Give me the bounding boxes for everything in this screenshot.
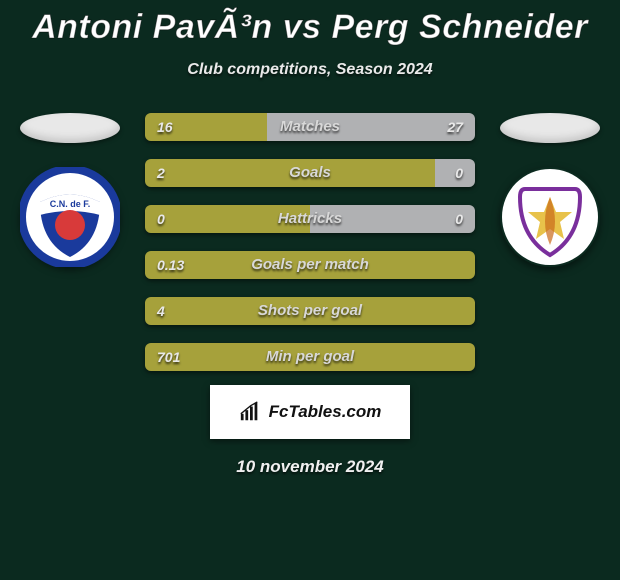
crest-right-svg bbox=[500, 167, 600, 267]
right-player-column bbox=[490, 113, 610, 267]
left-club-crest: C.N. de F. bbox=[20, 167, 120, 267]
stat-row: Goals per match0.13 bbox=[145, 251, 475, 279]
stat-row-right-segment bbox=[435, 159, 475, 187]
stat-row-left-segment bbox=[145, 297, 475, 325]
page-title: Antoni PavÃ³n vs Perg Schneider bbox=[0, 8, 620, 47]
stat-row-left-segment bbox=[145, 205, 310, 233]
stat-row-left-segment bbox=[145, 113, 267, 141]
stat-row-left-segment bbox=[145, 343, 475, 371]
content-area: C.N. de F. Matches1627 Goals20 Hattricks00… bbox=[0, 113, 620, 371]
stat-rows: Matches1627 Goals20 Hattricks00 Goals per m… bbox=[130, 113, 490, 371]
stat-row: Min per goal701 bbox=[145, 343, 475, 371]
right-flag-oval bbox=[500, 113, 600, 143]
page-subtitle: Club competitions, Season 2024 bbox=[0, 61, 620, 79]
stat-row-left-segment bbox=[145, 251, 475, 279]
stat-row: Hattricks00 bbox=[145, 205, 475, 233]
right-club-crest bbox=[500, 167, 600, 267]
left-flag-oval bbox=[20, 113, 120, 143]
stat-row-left-segment bbox=[145, 159, 435, 187]
badge-text: FcTables.com bbox=[269, 402, 382, 422]
stat-row: Matches1627 bbox=[145, 113, 475, 141]
svg-text:C.N. de F.: C.N. de F. bbox=[50, 199, 91, 209]
stats-card: Antoni PavÃ³n vs Perg Schneider Club com… bbox=[0, 0, 620, 580]
left-player-column: C.N. de F. bbox=[10, 113, 130, 267]
crest-left-svg: C.N. de F. bbox=[20, 167, 120, 267]
source-badge: FcTables.com bbox=[210, 385, 410, 439]
stat-row-right-segment bbox=[267, 113, 475, 141]
chart-icon bbox=[239, 401, 261, 423]
stat-row-right-segment bbox=[310, 205, 475, 233]
date-text: 10 november 2024 bbox=[0, 457, 620, 477]
stat-row: Shots per goal4 bbox=[145, 297, 475, 325]
stat-row: Goals20 bbox=[145, 159, 475, 187]
